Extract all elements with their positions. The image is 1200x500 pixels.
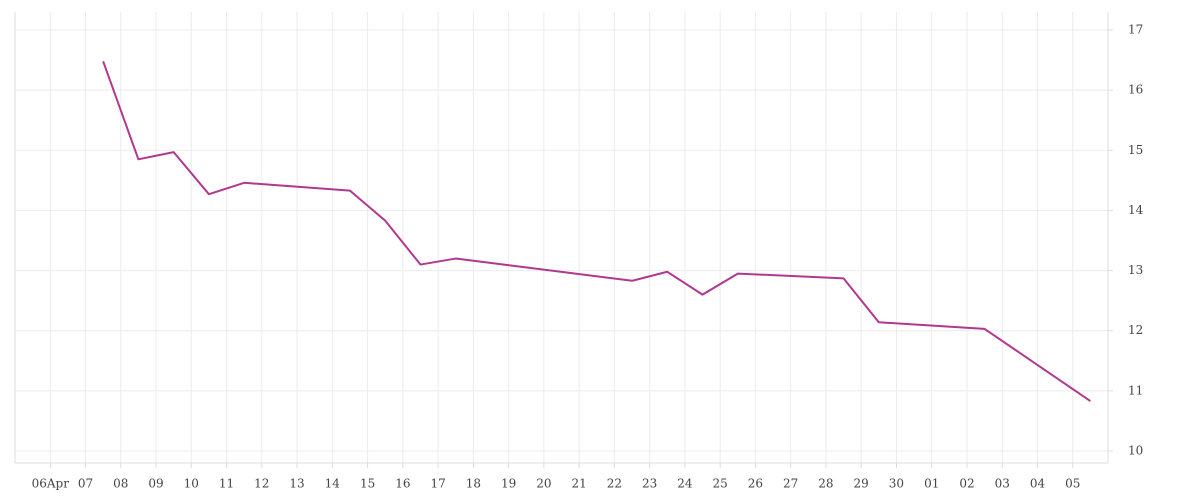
y-tick-label: 13 bbox=[1128, 263, 1143, 277]
x-tick-label: 10 bbox=[184, 477, 199, 491]
x-tick-label: 15 bbox=[360, 477, 375, 491]
x-tick-label: 28 bbox=[818, 477, 833, 491]
x-tick-label: 30 bbox=[889, 477, 904, 491]
y-tick-label: 11 bbox=[1128, 383, 1143, 397]
x-tick-label: 20 bbox=[536, 477, 551, 491]
x-tick-label: 22 bbox=[607, 477, 622, 491]
x-tick-label: 09 bbox=[148, 477, 163, 491]
x-tick-label: 19 bbox=[501, 477, 516, 491]
x-tick-label: 13 bbox=[289, 477, 304, 491]
y-tick-label: 15 bbox=[1128, 143, 1143, 157]
x-tick-label: 26 bbox=[748, 477, 763, 491]
x-tick-label: 03 bbox=[995, 477, 1010, 491]
y-tick-label: 10 bbox=[1128, 443, 1143, 457]
y-tick-label: 16 bbox=[1128, 83, 1143, 97]
x-tick-label: 06Apr bbox=[32, 477, 70, 491]
x-tick-label: 21 bbox=[571, 477, 586, 491]
y-tick-label: 12 bbox=[1128, 323, 1143, 337]
x-tick-label: 24 bbox=[677, 477, 693, 491]
x-tick-label: 18 bbox=[466, 477, 481, 491]
x-tick-label: 12 bbox=[254, 477, 269, 491]
x-tick-label: 11 bbox=[219, 477, 234, 491]
y-tick-label: 17 bbox=[1128, 23, 1143, 37]
x-tick-label: 27 bbox=[783, 477, 798, 491]
x-tick-label: 17 bbox=[430, 477, 445, 491]
x-tick-label: 16 bbox=[395, 477, 410, 491]
x-tick-label: 02 bbox=[959, 477, 974, 491]
data-line bbox=[102, 60, 1091, 402]
x-tick-label: 05 bbox=[1065, 477, 1080, 491]
x-tick-label: 25 bbox=[713, 477, 728, 491]
x-tick-label: 04 bbox=[1030, 477, 1046, 491]
y-tick-label: 14 bbox=[1128, 203, 1144, 217]
x-tick-label: 29 bbox=[854, 477, 869, 491]
x-tick-label: 07 bbox=[78, 477, 93, 491]
x-tick-label: 23 bbox=[642, 477, 657, 491]
x-tick-label: 14 bbox=[325, 477, 341, 491]
x-tick-label: 08 bbox=[113, 477, 128, 491]
x-tick-label: 01 bbox=[924, 477, 939, 491]
